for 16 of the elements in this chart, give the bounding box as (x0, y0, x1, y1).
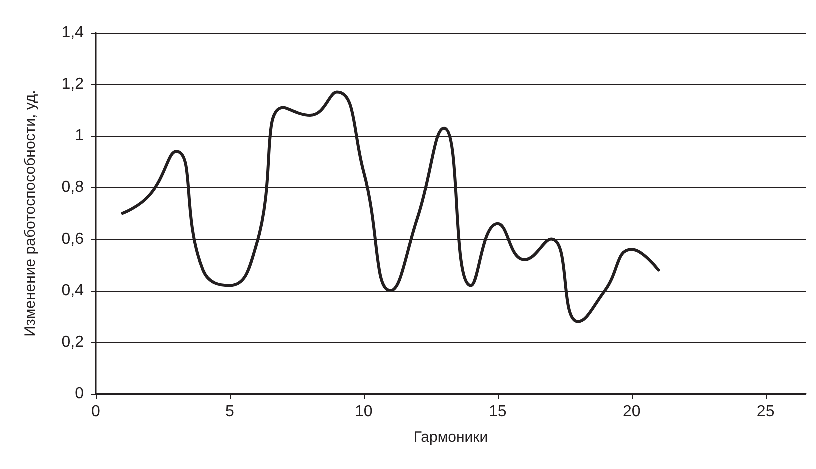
y-tick-label: 0,4 (62, 282, 84, 300)
x-tick-label: 20 (622, 404, 641, 420)
y-tick-label: 0,2 (62, 334, 84, 351)
y-axis-title: Изменение работоспособности, уд. (22, 90, 39, 337)
x-tick-label: 5 (226, 404, 235, 420)
x-tick-label: 15 (488, 404, 507, 420)
x-tick-label: 0 (92, 404, 101, 420)
y-tick-label: 0 (75, 386, 84, 402)
x-tick-label: 25 (756, 404, 775, 420)
y-tick-label: 0,8 (62, 179, 84, 196)
y-tick-label: 1,2 (62, 76, 84, 94)
x-axis-title: Гармоники (414, 429, 488, 446)
y-tick-label: 1 (75, 128, 84, 145)
x-tick-label: 10 (355, 404, 373, 420)
y-tick-label: 1,4 (62, 24, 84, 42)
y-tick-label: 0,6 (62, 230, 84, 248)
